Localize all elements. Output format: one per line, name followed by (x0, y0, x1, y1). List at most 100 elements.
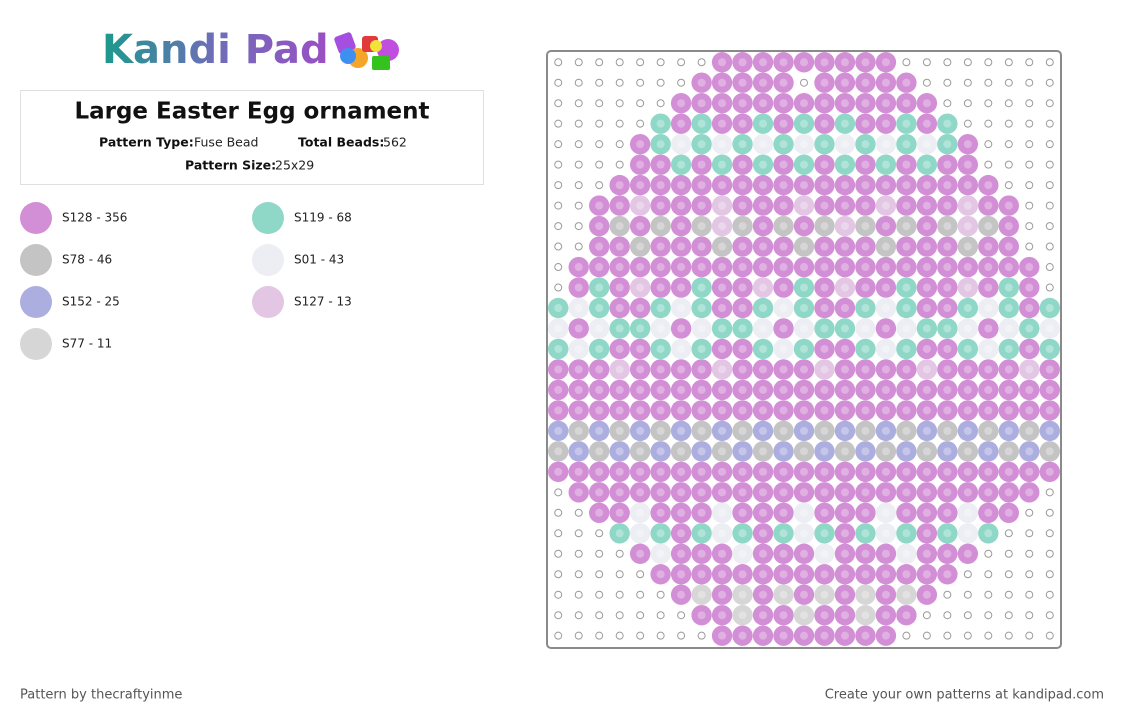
peg (1025, 78, 1034, 87)
bead (937, 523, 958, 544)
bead-hole (677, 140, 686, 149)
peg (963, 570, 972, 579)
bead (814, 52, 835, 73)
bead-hole (718, 242, 727, 251)
bead (855, 236, 876, 257)
legend-label: S127 - 13 (294, 295, 352, 309)
bead-hole (861, 283, 870, 292)
bead (978, 277, 999, 298)
bead-hole (800, 283, 808, 292)
bead (855, 584, 876, 605)
bead-hole (902, 242, 911, 251)
bead-hole (943, 222, 952, 231)
bead-hole (881, 365, 890, 374)
bead (896, 338, 917, 360)
peg (1045, 160, 1054, 169)
bead (670, 154, 692, 175)
bead (793, 584, 815, 605)
bead-hole (779, 140, 788, 149)
peg (554, 590, 563, 599)
bead (629, 482, 651, 503)
bead-hole (963, 447, 972, 456)
bead (629, 215, 651, 237)
bead (1019, 318, 1040, 339)
peg (1004, 99, 1013, 108)
bead (814, 236, 835, 257)
bead-hole (820, 222, 829, 231)
bead-hole (820, 406, 829, 415)
bead (732, 297, 753, 319)
bead (1019, 338, 1040, 360)
bead (670, 523, 692, 544)
promo[interactable]: Create your own patterns at kandipad.com (825, 688, 1104, 703)
bead (998, 420, 1019, 442)
bead-hole (615, 508, 624, 517)
bead (937, 379, 958, 401)
bead (834, 441, 856, 462)
bead-hole (738, 58, 747, 67)
bead (691, 564, 712, 585)
bead-hole (963, 467, 972, 476)
peg (697, 58, 706, 67)
bead (855, 93, 876, 114)
bead-hole (697, 99, 706, 108)
bead-hole (738, 78, 747, 87)
bead-hole (677, 160, 686, 169)
bead-hole (554, 344, 563, 353)
peg (574, 570, 583, 579)
bead (814, 482, 835, 503)
bead (629, 420, 651, 442)
bead (916, 564, 938, 585)
bead-hole (943, 467, 952, 476)
bead (793, 338, 815, 360)
bead-hole (718, 263, 727, 272)
bead-hole (1025, 304, 1034, 312)
bead-hole (902, 344, 911, 353)
bead-hole (984, 222, 993, 231)
bead-hole (943, 549, 952, 558)
bead-hole (922, 467, 931, 476)
bead-hole (636, 242, 645, 251)
bead (711, 236, 733, 257)
bead (752, 133, 774, 155)
bead-hole (636, 283, 645, 292)
bead-hole (574, 406, 583, 415)
peg (595, 631, 604, 640)
bead (916, 93, 938, 114)
bead-hole (738, 324, 747, 333)
bead (814, 461, 835, 483)
bead (691, 236, 712, 257)
bead (793, 52, 815, 73)
bead (814, 441, 835, 462)
bead-hole (1004, 242, 1013, 251)
peg (984, 119, 993, 128)
bead-hole (984, 385, 993, 394)
bead-hole (922, 242, 931, 251)
bead-hole (902, 529, 911, 538)
peg (1025, 222, 1034, 231)
peg (963, 611, 972, 620)
bead (752, 564, 774, 585)
bead (875, 584, 897, 605)
bead-hole (943, 181, 952, 190)
bead (834, 502, 856, 523)
bead-hole (738, 201, 747, 210)
peg (1025, 590, 1034, 599)
bead-hole (615, 426, 624, 435)
bead (875, 502, 897, 523)
bead-hole (943, 365, 952, 374)
bead (589, 318, 610, 339)
bead (773, 72, 794, 93)
bead (691, 441, 712, 462)
bead-hole (615, 385, 624, 394)
bead (711, 174, 733, 196)
bead (957, 420, 979, 442)
bead (998, 195, 1019, 216)
bead (773, 543, 794, 564)
bead-hole (881, 201, 890, 210)
logo[interactable]: Kandi Pad (102, 27, 329, 73)
bead-hole (697, 549, 706, 558)
bead (589, 482, 610, 503)
bead (896, 564, 917, 585)
bead-hole (984, 488, 993, 497)
